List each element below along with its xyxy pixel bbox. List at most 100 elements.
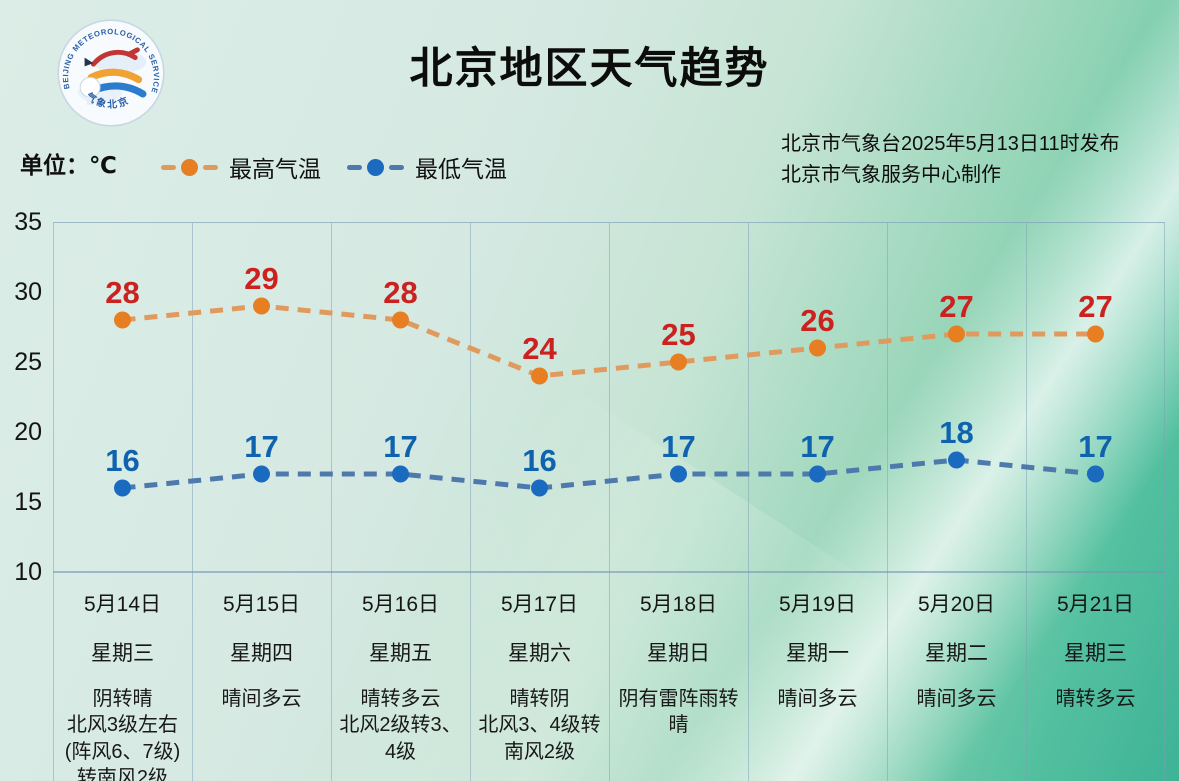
- series-line: [122, 303, 1096, 379]
- weather-label: 晴间多云: [916, 688, 997, 710]
- grid-column: [1026, 223, 1165, 781]
- dash-icon: [161, 164, 176, 170]
- grid-column: [470, 223, 609, 781]
- date-label: 5月18日: [639, 593, 718, 616]
- grid-column: [887, 223, 1026, 781]
- day-column: 5月16日星期五晴转多云 北风2级转3、 4级: [331, 588, 470, 781]
- data-point: [253, 297, 270, 315]
- weather-label: 阴转晴 北风3级左右 (阵风6、7级) 转南风2级: [64, 688, 181, 781]
- value-label: 17: [244, 429, 278, 464]
- weather-label: 晴转多云: [1055, 688, 1136, 710]
- day-columns: 5月14日 星期三 阴转晴 北风3级左右 (阵风6、7级) 转南风2级 5月15日 星期…: [53, 588, 1165, 781]
- value-label: 27: [1078, 289, 1112, 324]
- weekday-label: 星期二: [925, 642, 988, 665]
- value-label: 17: [1078, 429, 1112, 464]
- data-point: [670, 465, 687, 483]
- unit-label: 单位：℃: [20, 152, 117, 178]
- value-label: 24: [522, 331, 557, 366]
- day-column: 5月15日星期四晴间多云: [192, 588, 331, 781]
- weather-label: 阴有雷阵雨转 晴: [618, 688, 739, 737]
- grid-column: [609, 223, 748, 781]
- day-column: 5月14日 星期三 阴转晴 北风3级左右 (阵风6、7级) 转南风2级: [53, 588, 192, 781]
- y-tick-label: 30: [14, 278, 42, 306]
- point-dot-icon: [367, 158, 384, 176]
- grid-column: [748, 223, 887, 781]
- dash-icon: [389, 164, 404, 170]
- value-label: 28: [383, 275, 417, 310]
- date-label: 5月21日: [1056, 593, 1135, 616]
- value-label: 28: [105, 275, 139, 310]
- date-label: 5月17日: [500, 593, 579, 616]
- value-label: 17: [383, 429, 417, 464]
- weather-label: 晴间多云: [221, 688, 302, 710]
- value-label: 17: [661, 429, 695, 464]
- data-point: [1087, 325, 1104, 343]
- data-point: [114, 311, 131, 329]
- data-point: [948, 325, 965, 343]
- data-point: [1087, 465, 1104, 483]
- day-column: 5月18日星期日阴有雷阵雨转 晴: [609, 588, 748, 781]
- day-column: 5月20日星期二晴间多云: [887, 588, 1026, 781]
- grid-column: [331, 223, 470, 781]
- value-label: 29: [244, 261, 278, 296]
- data-point: [392, 465, 409, 483]
- weekday-label: 星期六: [508, 642, 571, 665]
- logo-radar-base: [86, 96, 94, 105]
- date-label: 5月15日: [222, 593, 301, 616]
- weather-label: 晴转多云 北风2级转3、 4级: [339, 688, 462, 763]
- date-label: 5月19日: [778, 593, 857, 616]
- weekday-label: 星期五: [369, 642, 432, 665]
- value-label: 17: [800, 429, 834, 464]
- data-point: [809, 339, 826, 357]
- day-column: 5月19日星期一晴间多云: [748, 588, 887, 781]
- data-point: [114, 479, 131, 497]
- date-label: 5月16日: [361, 593, 440, 616]
- weather-label: 晴间多云: [777, 688, 858, 710]
- chart-plot-svg: 28 29 28 24 25 26 27 27 16 17 17 16 17 17 18 17: [105, 261, 1113, 497]
- y-tick-label: 35: [14, 208, 42, 236]
- data-point: [531, 367, 548, 385]
- value-label: 18: [939, 415, 973, 450]
- data-point: [392, 311, 409, 329]
- legend-label-high: 最高气温: [229, 156, 321, 182]
- plot-baseline: [53, 571, 1165, 573]
- y-tick-label: 10: [14, 558, 42, 586]
- beijing-meteorological-service-logo: BEIJING METEOROLOGICAL SERVICE 气象北京: [57, 19, 165, 127]
- weather-label: 晴转阴 北风3、4级转 南风2级: [478, 688, 601, 763]
- legend-item-high-temp: 最高气温: [161, 150, 321, 184]
- high-temp-line-swatch: [161, 158, 218, 176]
- legend-label-low: 最低气温: [415, 156, 507, 182]
- issued-line-2: 北京市气象服务中心制作: [781, 164, 1001, 186]
- grid-column: [192, 223, 331, 781]
- series-line: [122, 457, 1096, 491]
- day-column: 5月21日 星期三 晴转多云: [1026, 588, 1165, 781]
- grid-column: [53, 223, 192, 781]
- legend-item-low-temp: 最低气温: [347, 150, 507, 184]
- y-tick-label: 15: [14, 488, 42, 516]
- weekday-label: 星期一: [786, 642, 849, 665]
- y-tick-label: 20: [14, 418, 42, 446]
- y-tick-label: 25: [14, 348, 42, 376]
- dash-icon: [347, 164, 362, 170]
- logo-orange-band: [87, 68, 143, 84]
- weekday-label: 星期日: [647, 642, 710, 665]
- date-label: 5月20日: [917, 593, 996, 616]
- day-column: 5月17日星期六晴转阴 北风3、4级转 南风2级: [470, 588, 609, 781]
- data-point: [253, 465, 270, 483]
- dash-icon: [203, 164, 218, 170]
- logo-satellite: [84, 57, 94, 67]
- weekday-label: 星期四: [230, 642, 293, 665]
- value-label: 16: [522, 443, 556, 478]
- weekday-label: 星期三: [91, 642, 154, 665]
- value-label: 25: [661, 317, 695, 352]
- issued-info: 北京市气象台2025年5月13日11时发布 北京市气象服务中心制作: [781, 129, 1120, 191]
- data-point: [809, 465, 826, 483]
- data-point: [531, 479, 548, 497]
- issued-line-1: 北京市气象台2025年5月13日11时发布: [781, 133, 1120, 155]
- point-dot-icon: [181, 158, 198, 176]
- logo-swallow-stroke: [90, 47, 140, 67]
- chart-legend: 最高气温 最低气温: [161, 150, 507, 184]
- value-label: 27: [939, 289, 973, 324]
- value-label: 16: [105, 443, 139, 478]
